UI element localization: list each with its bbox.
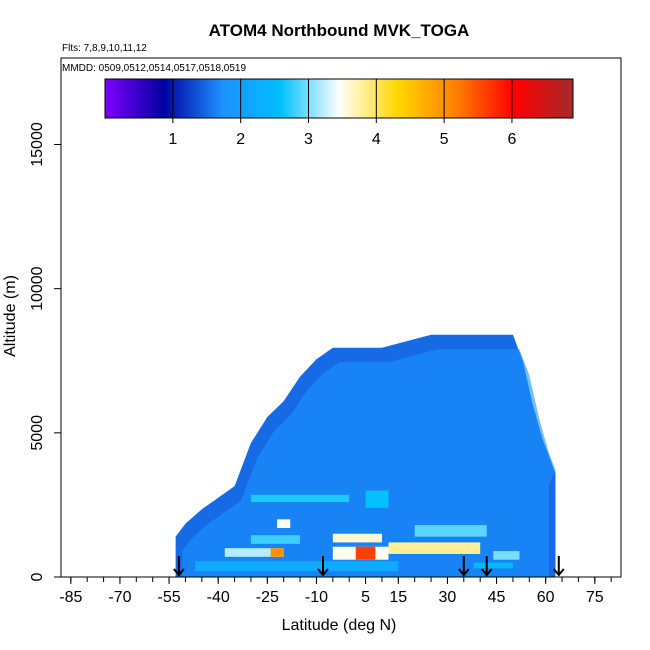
concentration-band [250,535,301,544]
colorbar-tick-label: 6 [508,131,517,148]
x-tick-label: -10 [305,589,328,606]
x-axis: -85 -70 -55 -40 -25 -10 5 15 30 45 60 75 [59,577,612,606]
concentration-band [332,533,382,543]
flight-arrow [317,556,329,577]
x-axis-label: Latitude (deg N) [282,617,397,634]
dates-subtitle: MMDD: 0509,0512,0514,0517,0518,0519 [62,63,246,74]
x-tick-label: -70 [108,589,131,606]
plot-area [175,334,556,577]
colorbar-tick-label: 3 [304,131,313,148]
y-axis-label: Altitude (m) [2,275,19,357]
flight-arrow [458,556,470,577]
x-tick-label: 15 [389,589,407,606]
concentration-band [493,551,520,560]
y-tick-label: 15000 [29,122,46,167]
concentration-band [355,546,376,560]
x-tick-label: 60 [537,589,555,606]
x-tick-label: -25 [256,589,279,606]
concentration-band [473,562,513,569]
x-tick-label: 5 [361,589,370,606]
y-tick-label: 10000 [29,266,46,311]
flights-subtitle: Flts: 7,8,9,10,11,12 [62,43,147,54]
flight-arrow [173,556,185,577]
x-tick-label: -85 [59,589,82,606]
x-tick-label: 30 [439,589,457,606]
x-tick-label: 45 [488,589,506,606]
profile-inner-band [182,349,556,577]
concentration-band [414,525,487,537]
concentration-band [224,548,284,557]
x-tick-label: 75 [586,589,604,606]
colorbar [104,78,574,119]
colorbar-ticks: 1 2 3 4 5 6 [168,79,517,148]
concentration-band [270,548,284,557]
colorbar-tick-label: 4 [372,131,381,148]
concentration-band [365,490,389,508]
flight-arrow [480,556,493,577]
concentration-band [250,494,350,503]
concentration-band [388,542,481,554]
flight-arrows [173,556,565,577]
concentration-band [195,561,399,572]
y-tick-label: 5000 [29,415,46,451]
flight-arrow [553,556,565,577]
plot-frame [60,57,622,578]
y-tick-label: 0 [29,572,46,581]
colorbar-tick-label: 2 [236,131,245,148]
x-tick-label: -55 [158,589,181,606]
x-tick-label: -40 [207,589,230,606]
y-axis: 0 5000 10000 15000 [29,122,61,581]
colorbar-tick-label: 5 [440,131,449,148]
chart-title: ATOM4 Northbound MVK_TOGA [209,21,470,40]
colorbar-tick-label: 1 [168,131,177,148]
concentration-band [277,519,291,528]
